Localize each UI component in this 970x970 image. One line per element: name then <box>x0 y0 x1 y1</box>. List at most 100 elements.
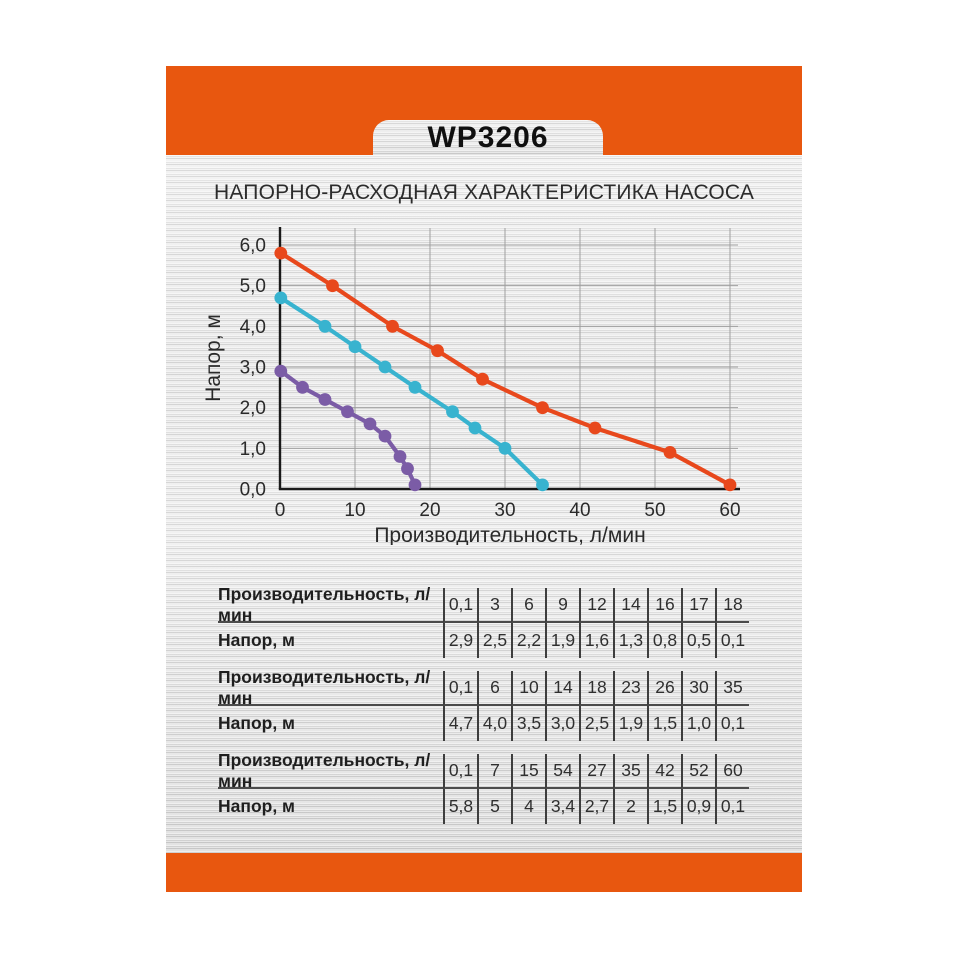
table-cell: 2 <box>613 789 647 824</box>
table-row-label: Напор, м <box>218 796 295 816</box>
flow-head-table-2: Производительность, л/мин 0,1 6 10 14 18 23 26 3… <box>218 667 763 741</box>
data-point-curve-purple <box>341 405 354 419</box>
table-row-label: Производительность, л/мин <box>218 584 443 625</box>
data-point-curve-cyan <box>378 360 392 374</box>
table-cell: 5,8 <box>443 789 477 824</box>
x-tick-label: 10 <box>344 500 365 521</box>
x-tick-label: 60 <box>719 500 740 521</box>
data-point-curve-orange <box>326 279 339 293</box>
x-tick-label: 20 <box>419 500 440 521</box>
data-point-curve-purple <box>296 380 309 394</box>
metal-panel: НАПОРНО-РАСХОДНАЯ ХАРАКТЕРИСТИКА НАСОСА … <box>166 155 802 853</box>
data-point-curve-orange <box>476 372 489 386</box>
model-name: WP3206 <box>427 121 549 154</box>
table-cell: 52 <box>681 754 715 789</box>
flow-head-table-3: Производительность, л/мин 0,1 7 15 54 27 35 42 5… <box>218 750 763 824</box>
table-cell: 0,9 <box>681 789 715 824</box>
table-cell: 1,6 <box>579 623 613 658</box>
table-cell: 3,5 <box>511 706 545 741</box>
table-cell: 18 <box>715 588 749 623</box>
table-cell: 54 <box>545 754 579 789</box>
table-cell: 7 <box>477 754 511 789</box>
table-cell: 0,1 <box>443 588 477 623</box>
table-cell: 0,1 <box>715 789 749 824</box>
x-tick-label: 30 <box>494 500 515 521</box>
table-cell: 4 <box>511 789 545 824</box>
x-tick-label: 50 <box>644 500 665 521</box>
table-cell: 2,9 <box>443 623 477 658</box>
table-cell: 4,0 <box>477 706 511 741</box>
table-cell: 30 <box>681 671 715 706</box>
data-point-curve-orange <box>536 401 549 415</box>
data-tables: Производительность, л/мин 0,1 3 6 9 12 14 16 17 1… <box>218 584 763 837</box>
y-tick-label: 1,0 <box>240 439 266 460</box>
table-cell: 15 <box>511 754 545 789</box>
data-point-curve-orange <box>431 344 444 358</box>
table-cell: 2,2 <box>511 623 545 658</box>
data-point-curve-orange <box>274 246 288 260</box>
table-cell: 3 <box>477 588 511 623</box>
table-row-label: Напор, м <box>218 713 295 733</box>
table-cell: 42 <box>647 754 681 789</box>
y-tick-label: 0,0 <box>240 480 266 501</box>
table-cell: 0,1 <box>715 623 749 658</box>
data-point-curve-purple <box>363 417 377 431</box>
table-cell: 12 <box>579 588 613 623</box>
table-cell: 0,1 <box>715 706 749 741</box>
table-cell: 18 <box>579 671 613 706</box>
x-tick-label: 0 <box>275 500 286 521</box>
table-cell: 35 <box>613 754 647 789</box>
table-cell: 0,1 <box>443 754 477 789</box>
table-cell: 3,4 <box>545 789 579 824</box>
table-cell: 2,7 <box>579 789 613 824</box>
table-cell: 3,0 <box>545 706 579 741</box>
data-point-curve-orange <box>723 478 737 492</box>
table-cell: 14 <box>613 588 647 623</box>
data-point-curve-purple <box>408 478 422 492</box>
table-cell: 1,9 <box>613 706 647 741</box>
y-tick-label: 3,0 <box>240 357 266 378</box>
x-axis-label: Производительность, л/мин <box>374 524 645 545</box>
data-point-curve-cyan <box>446 405 459 419</box>
table-cell: 1,3 <box>613 623 647 658</box>
table-cell: 9 <box>545 588 579 623</box>
data-point-curve-cyan <box>318 319 332 333</box>
table-cell: 4,7 <box>443 706 477 741</box>
y-tick-label: 2,0 <box>240 398 266 419</box>
table-cell: 2,5 <box>579 706 613 741</box>
y-tick-label: 4,0 <box>240 317 266 338</box>
table-row-label: Производительность, л/мин <box>218 750 443 791</box>
data-point-curve-cyan <box>348 340 362 354</box>
table-cell: 35 <box>715 671 749 706</box>
product-card: WP3206 НАПОРНО-РАСХОДНАЯ ХАРАКТЕРИСТИКА … <box>166 66 802 892</box>
table-cell: 6 <box>477 671 511 706</box>
y-tick-label: 6,0 <box>240 235 266 256</box>
table-cell: 23 <box>613 671 647 706</box>
table-cell: 1,0 <box>681 706 715 741</box>
data-point-curve-cyan <box>468 421 482 435</box>
flow-head-table-1: Производительность, л/мин 0,1 3 6 9 12 14 16 17 1… <box>218 584 763 658</box>
data-point-curve-purple <box>378 429 392 443</box>
pump-curve-chart: 0 10 20 30 40 50 60 0,0 1,0 2,0 3,0 4,0 5,0 6,0 Произв… <box>202 227 741 545</box>
table-cell: 6 <box>511 588 545 623</box>
data-point-curve-purple <box>393 450 407 463</box>
table-cell: 1,9 <box>545 623 579 658</box>
data-point-curve-cyan <box>498 441 512 455</box>
data-point-curve-cyan <box>274 291 288 305</box>
x-tick-label: 40 <box>569 500 590 521</box>
y-tick-label: 5,0 <box>240 276 266 297</box>
table-cell: 2,5 <box>477 623 511 658</box>
data-point-curve-cyan <box>408 380 422 394</box>
table-row-label: Производительность, л/мин <box>218 667 443 708</box>
table-cell: 60 <box>715 754 749 789</box>
table-cell: 17 <box>681 588 715 623</box>
data-point-curve-cyan <box>536 478 549 492</box>
table-row-label: Напор, м <box>218 630 295 650</box>
table-cell: 0,1 <box>443 671 477 706</box>
table-cell: 0,8 <box>647 623 681 658</box>
data-point-curve-orange <box>588 421 602 435</box>
table-cell: 1,5 <box>647 706 681 741</box>
data-point-curve-purple <box>274 364 288 378</box>
table-cell: 10 <box>511 671 545 706</box>
